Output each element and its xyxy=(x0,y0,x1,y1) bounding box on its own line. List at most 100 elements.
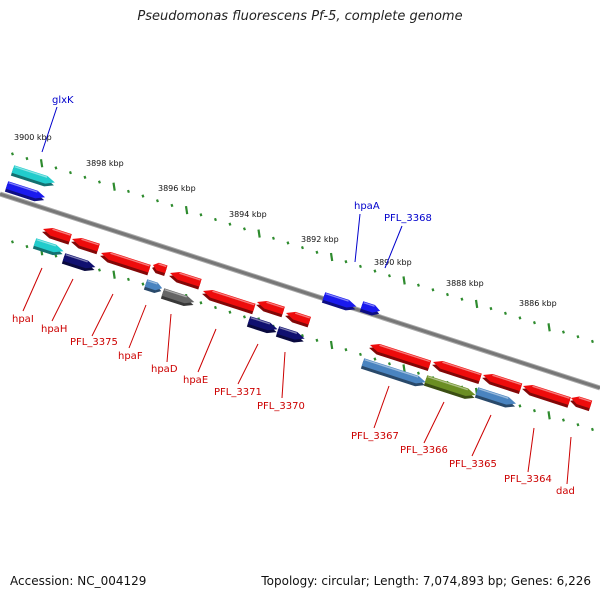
minor-tick xyxy=(10,240,14,244)
gene-feature-pfl_3371[interactable] xyxy=(246,316,279,336)
gene-highlight xyxy=(266,301,284,309)
gene-feature-pfl_3370[interactable] xyxy=(275,326,306,345)
minor-tick xyxy=(228,222,232,226)
gene-feature-pfl_3367[interactable] xyxy=(368,341,432,372)
gene-highlight xyxy=(14,166,48,178)
gene-label-hpaf[interactable]: hpaF xyxy=(118,351,143,362)
label-leader-line xyxy=(166,313,172,363)
gene-feature-hpaf[interactable] xyxy=(143,279,164,295)
minor-tick xyxy=(532,321,536,325)
minor-tick xyxy=(271,236,275,240)
gene-highlight xyxy=(52,228,71,236)
gene-label-pfl_3370[interactable]: PFL_3370 xyxy=(257,401,305,412)
gene-label-pfl_3375[interactable]: PFL_3375 xyxy=(70,337,118,348)
gene-feature-hpae[interactable] xyxy=(201,287,256,315)
gene-label-hpae[interactable]: hpaE xyxy=(183,375,208,386)
gene-label-hpai[interactable]: hpaI xyxy=(12,314,34,325)
minor-tick xyxy=(590,339,594,344)
label-leader-line xyxy=(281,351,286,399)
gene-label-pfl_3365[interactable]: PFL_3365 xyxy=(449,459,497,470)
minor-tick xyxy=(315,338,319,342)
gene-label-hpah[interactable]: hpaH xyxy=(41,324,67,335)
gene-feature-pfl_3371[interactable] xyxy=(255,298,285,318)
gene-feature-pfl_3364[interactable] xyxy=(521,382,571,408)
minor-tick xyxy=(518,316,522,320)
gene-label-dad[interactable]: dad xyxy=(556,486,575,497)
minor-tick xyxy=(300,245,304,250)
gene-label-glxk[interactable]: glxK xyxy=(52,95,74,106)
minor-tick xyxy=(460,297,464,301)
label-leader-line xyxy=(384,225,403,269)
minor-tick xyxy=(242,227,246,231)
gene-label-pfl_3364[interactable]: PFL_3364 xyxy=(504,474,552,485)
minor-tick xyxy=(199,301,203,305)
gene-arrow xyxy=(571,396,593,409)
minor-tick xyxy=(199,213,203,217)
label-leader-line xyxy=(197,328,217,373)
gene-feature-pfl_3375[interactable] xyxy=(99,249,151,276)
major-tick xyxy=(402,276,406,285)
minor-tick xyxy=(532,409,536,413)
major-tick xyxy=(39,159,44,168)
gene-highlight xyxy=(427,376,468,391)
gene-arrow xyxy=(523,384,571,405)
label-leader-line xyxy=(566,436,572,485)
scale-labels: 3900 kbp 3898 kbp 3896 kbp 3894 kbp 3892 kbp… xyxy=(14,133,557,308)
minor-tick xyxy=(170,203,174,208)
minor-tick xyxy=(315,250,319,254)
gene-feature-pfl_3370[interactable] xyxy=(284,309,312,328)
minor-tick xyxy=(68,170,72,175)
major-tick xyxy=(547,323,551,332)
gene-label-hpad[interactable]: hpaD xyxy=(151,364,178,375)
minor-tick xyxy=(141,194,145,198)
minor-tick xyxy=(213,217,217,222)
minor-tick xyxy=(228,310,232,314)
gene-feature-hpah[interactable] xyxy=(70,235,100,255)
gene-arrow xyxy=(433,360,482,382)
scale-label: 3894 kbp xyxy=(229,210,267,219)
gene-label-hpaa[interactable]: hpaA xyxy=(354,201,380,212)
gene-feature-pfl_3366[interactable] xyxy=(423,375,477,401)
major-tick xyxy=(112,270,116,279)
gene-feature-pfl_3366[interactable] xyxy=(431,358,482,385)
gene-highlight xyxy=(325,293,349,302)
gene-feature-pfl_3367[interactable] xyxy=(360,358,427,389)
gene-feature-glxk[interactable] xyxy=(4,181,46,204)
gene-feature-pfl_3365[interactable] xyxy=(481,371,523,394)
gene-feature-hpaf[interactable] xyxy=(151,261,168,276)
label-leader-line xyxy=(471,414,492,457)
gene-label-pfl_3368[interactable]: PFL_3368 xyxy=(384,213,432,224)
minor-tick xyxy=(25,156,29,161)
minor-tick xyxy=(300,333,304,338)
scale-label: 3898 kbp xyxy=(86,159,124,168)
minor-tick xyxy=(242,315,246,319)
gene-feature-hpaa[interactable] xyxy=(321,292,358,313)
gene-feature-hpai[interactable] xyxy=(32,238,65,258)
gene-feature-hpah[interactable] xyxy=(61,253,97,274)
gene-label-pfl_3371[interactable]: PFL_3371 xyxy=(214,387,262,398)
gene-feature-pfl_3368[interactable] xyxy=(359,301,381,317)
gene-features xyxy=(4,165,593,412)
major-tick xyxy=(257,229,261,238)
scale-label: 3886 kbp xyxy=(519,299,557,308)
gene-arrow xyxy=(144,279,163,291)
gene-label-pfl_3366[interactable]: PFL_3366 xyxy=(400,445,448,456)
gene-feature-hpad[interactable] xyxy=(168,269,202,290)
gene-feature-dad[interactable] xyxy=(569,394,593,412)
gene-feature-pfl_3365[interactable] xyxy=(474,387,517,410)
gene-arrow xyxy=(43,227,72,242)
gene-label-pfl_3367[interactable]: PFL_3367 xyxy=(351,431,399,442)
gene-feature-hpad[interactable] xyxy=(160,288,196,309)
gene-highlight xyxy=(294,312,310,319)
gene-highlight xyxy=(250,317,271,325)
minor-tick xyxy=(54,166,58,170)
gene-highlight xyxy=(363,302,375,307)
minor-tick xyxy=(54,254,58,258)
gene-feature-glxk[interactable] xyxy=(10,165,56,189)
minor-tick xyxy=(141,282,145,286)
gene-feature-hpai[interactable] xyxy=(41,225,72,245)
gene-highlight xyxy=(379,344,431,363)
minor-tick xyxy=(286,241,290,245)
gene-highlight xyxy=(164,289,187,298)
